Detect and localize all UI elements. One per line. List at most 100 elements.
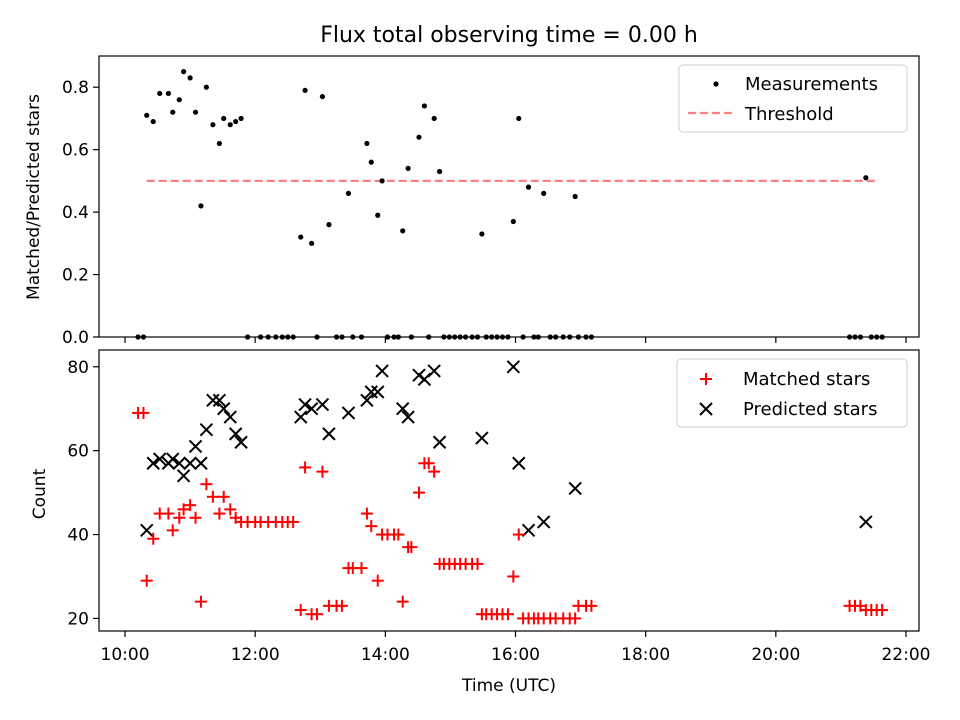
measurement-point xyxy=(868,334,874,340)
measurement-point xyxy=(391,334,397,340)
measurement-point xyxy=(198,203,204,209)
measurement-point xyxy=(326,222,332,228)
predicted-point xyxy=(176,469,191,483)
measurement-point xyxy=(531,334,537,340)
top-ylabel: Matched/Predicted stars xyxy=(24,94,44,300)
matched-point xyxy=(316,465,329,478)
predicted-point xyxy=(401,410,415,424)
measurement-point xyxy=(421,103,427,109)
legend-predicted-label: Predicted stars xyxy=(743,399,877,420)
measurement-point xyxy=(857,334,864,340)
matched-point xyxy=(396,595,409,608)
top-chart-title: Flux total observing time = 0.00 h xyxy=(320,23,698,48)
measurement-point xyxy=(290,334,296,340)
measurement-point xyxy=(187,75,193,81)
predicted-point xyxy=(206,393,220,408)
bottom-plot-frame xyxy=(98,349,920,632)
measurement-point xyxy=(375,212,381,218)
legend-matched-label: Matched stars xyxy=(743,369,870,390)
matched-point xyxy=(512,528,525,541)
measurement-point xyxy=(192,109,199,115)
bottom-legend: Matched stars Predicted stars xyxy=(676,358,908,428)
predicted-point xyxy=(859,515,873,529)
predicted-point xyxy=(512,456,526,470)
predicted-point xyxy=(395,402,410,416)
predicted-point xyxy=(217,402,231,416)
predicted-point xyxy=(140,523,154,538)
top-ytick-label: 0.4 xyxy=(62,203,89,223)
measurement-point xyxy=(469,334,475,340)
matched-point xyxy=(471,557,484,570)
matched-point xyxy=(371,574,384,587)
measurement-point xyxy=(510,218,516,225)
measurement-point xyxy=(541,190,547,196)
bottom-x-axis: 10:00 12:00 14:00 16:00 18:00 20:00 22:00 xyxy=(101,631,930,665)
predicted-point xyxy=(304,402,319,416)
measurement-point xyxy=(265,334,271,340)
matched-point xyxy=(405,541,418,554)
bottom-xtick-label: 18:00 xyxy=(621,645,670,665)
measurement-point xyxy=(547,334,553,340)
top-legend: Measurements Threshold xyxy=(678,64,908,133)
measurement-point xyxy=(238,115,244,122)
matched-point xyxy=(360,507,373,520)
top-x-axis xyxy=(124,337,907,343)
measurement-point xyxy=(499,334,506,340)
measurement-point xyxy=(210,122,216,128)
bottom-xtick-label: 22:00 xyxy=(881,645,930,665)
matched-point xyxy=(287,515,300,528)
top-ytick-label: 0.6 xyxy=(62,141,89,161)
predicted-point xyxy=(298,397,312,412)
matched-point xyxy=(294,604,307,617)
measurement-point xyxy=(157,90,163,97)
bottom-ylabel: Count xyxy=(30,468,50,519)
matched-point xyxy=(299,461,312,474)
measurement-point xyxy=(452,334,458,340)
measurement-point xyxy=(298,234,304,240)
top-ytick-label: 0.2 xyxy=(62,266,89,286)
matched-point xyxy=(177,503,190,516)
measurement-point xyxy=(520,334,526,340)
predicted-point xyxy=(475,431,489,445)
bottom-panel: Count Time (UTC) 20 40 60 80 10:00 12:00 14:0… xyxy=(30,349,930,696)
measurement-point xyxy=(170,109,176,115)
measurement-point xyxy=(135,334,141,340)
measurement-point xyxy=(852,334,858,340)
predicted-point xyxy=(427,364,441,378)
bottom-xtick-label: 14:00 xyxy=(361,645,410,665)
bottom-ytick-label: 20 xyxy=(67,609,89,629)
measurement-point xyxy=(441,334,447,340)
predicted-point xyxy=(315,397,330,412)
measurement-point xyxy=(560,334,566,340)
top-y-axis: 0.0 0.2 0.4 0.6 0.8 xyxy=(62,78,99,348)
predicted-point xyxy=(166,452,180,466)
measurement-point xyxy=(308,240,315,246)
matched-point xyxy=(173,511,186,524)
measurement-point xyxy=(572,193,578,200)
predicted-point xyxy=(568,481,582,496)
measurement-point xyxy=(314,334,320,340)
matched-point xyxy=(335,599,348,612)
matched-point xyxy=(147,532,160,545)
measurement-point xyxy=(408,334,414,340)
predicted-point xyxy=(194,456,208,470)
measurement-point xyxy=(333,334,340,340)
measurement-point xyxy=(567,334,573,340)
legend-matched-marker xyxy=(700,373,712,385)
predicted-point xyxy=(188,439,203,454)
matched-point xyxy=(569,612,582,625)
predicted-point xyxy=(153,452,167,466)
matched-point xyxy=(140,574,153,587)
legend-threshold-label: Threshold xyxy=(744,104,834,125)
predicted-point xyxy=(146,456,160,470)
measurement-point xyxy=(431,115,437,122)
measurement-point xyxy=(874,334,880,340)
measurement-point xyxy=(216,140,222,147)
measurement-point xyxy=(384,334,391,340)
measurement-point xyxy=(279,334,285,340)
matched-point xyxy=(355,562,368,575)
predicted-point xyxy=(371,385,385,399)
legend-predicted-marker xyxy=(699,402,713,416)
bottom-y-axis: 20 40 60 80 xyxy=(67,358,99,629)
predicted-point xyxy=(506,360,521,374)
